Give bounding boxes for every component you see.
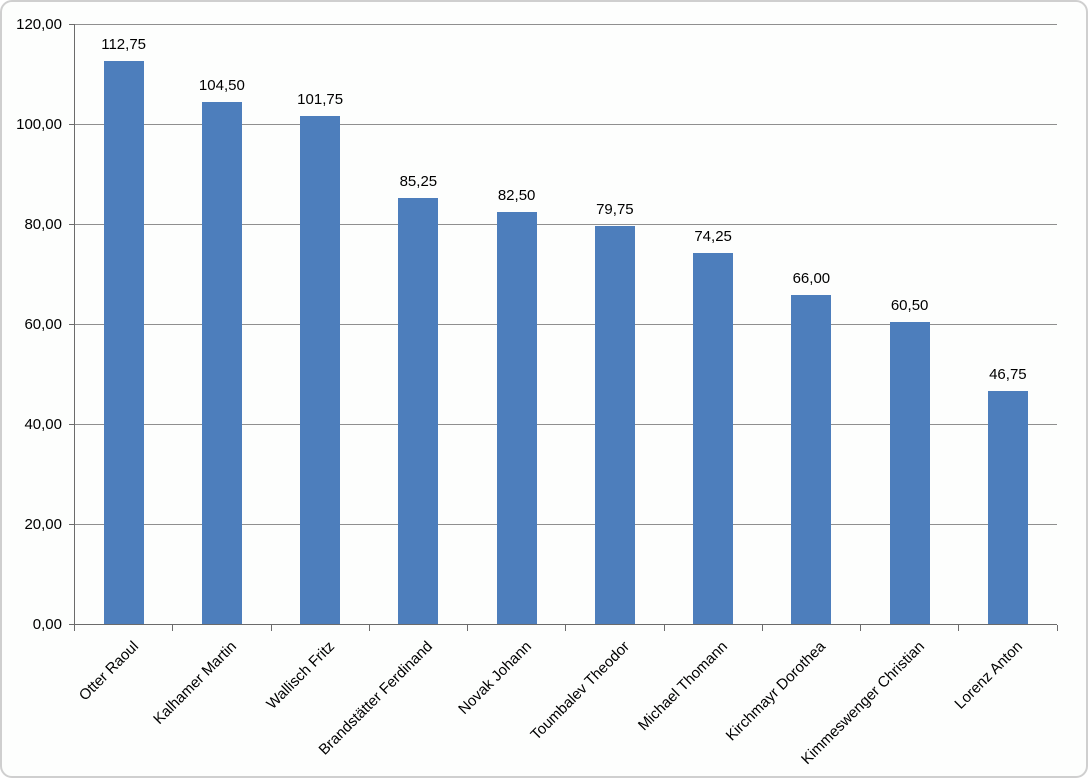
gridline: [74, 224, 1057, 225]
bar: [889, 322, 930, 625]
bar: [300, 115, 341, 625]
bar: [594, 225, 635, 625]
x-axis-tick-mark: [368, 624, 370, 631]
y-axis-tick-label: 100,00: [16, 115, 62, 133]
x-axis-tick-mark: [860, 624, 861, 631]
bar-data-label: 79,75: [596, 200, 634, 218]
y-axis-tick-label: 40,00: [24, 415, 62, 433]
bar-data-label: 66,00: [792, 269, 831, 287]
bar-data-label: 85,25: [399, 173, 438, 191]
y-axis-tick-label: 80,00: [24, 215, 62, 233]
y-axis-tick-mark: [68, 524, 75, 525]
x-axis-tick-mark: [172, 624, 174, 631]
gridline: [74, 424, 1057, 425]
gridline: [74, 524, 1057, 525]
x-axis-tick-mark: [663, 624, 665, 631]
y-axis-tick-mark: [68, 624, 75, 625]
x-axis-tick-mark: [958, 624, 960, 631]
x-axis-tick-mark: [565, 624, 567, 631]
y-axis-line: [74, 24, 75, 625]
y-axis-tick-label: 60,00: [24, 315, 62, 333]
bar: [398, 198, 439, 625]
gridline: [74, 324, 1057, 325]
bar: [103, 60, 144, 625]
bar-data-label: 101,75: [297, 90, 344, 108]
bar-data-label: 60,50: [890, 297, 929, 314]
bar: [201, 102, 242, 625]
y-axis-tick-mark: [68, 324, 75, 325]
bar-data-label: 112,75: [101, 35, 146, 53]
gridline: [74, 124, 1057, 125]
bar: [987, 390, 1028, 625]
x-axis-tick-mark: [1056, 624, 1058, 631]
bar-data-label: 82,50: [497, 187, 536, 204]
x-axis-tick-mark: [761, 624, 763, 631]
y-axis-tick-mark: [68, 424, 75, 425]
bar: [693, 253, 734, 625]
x-axis-tick-mark: [270, 624, 272, 631]
bar-data-label: 104,50: [198, 77, 245, 94]
y-axis-tick-mark: [68, 224, 75, 225]
bar-data-label: 46,75: [989, 365, 1027, 383]
gridline: [74, 24, 1057, 25]
x-axis-tick-mark: [74, 624, 75, 631]
y-axis-tick-mark: [68, 124, 75, 125]
y-axis-tick-label: 20,00: [24, 515, 62, 533]
bar: [791, 294, 832, 625]
bar: [496, 212, 537, 625]
y-axis-tick-mark: [68, 24, 75, 25]
y-axis-tick-label: 0,00: [32, 615, 62, 633]
bar-data-label: 74,25: [694, 228, 732, 246]
x-axis-tick-mark: [467, 624, 468, 631]
y-axis-tick-label: 120,00: [16, 15, 62, 33]
